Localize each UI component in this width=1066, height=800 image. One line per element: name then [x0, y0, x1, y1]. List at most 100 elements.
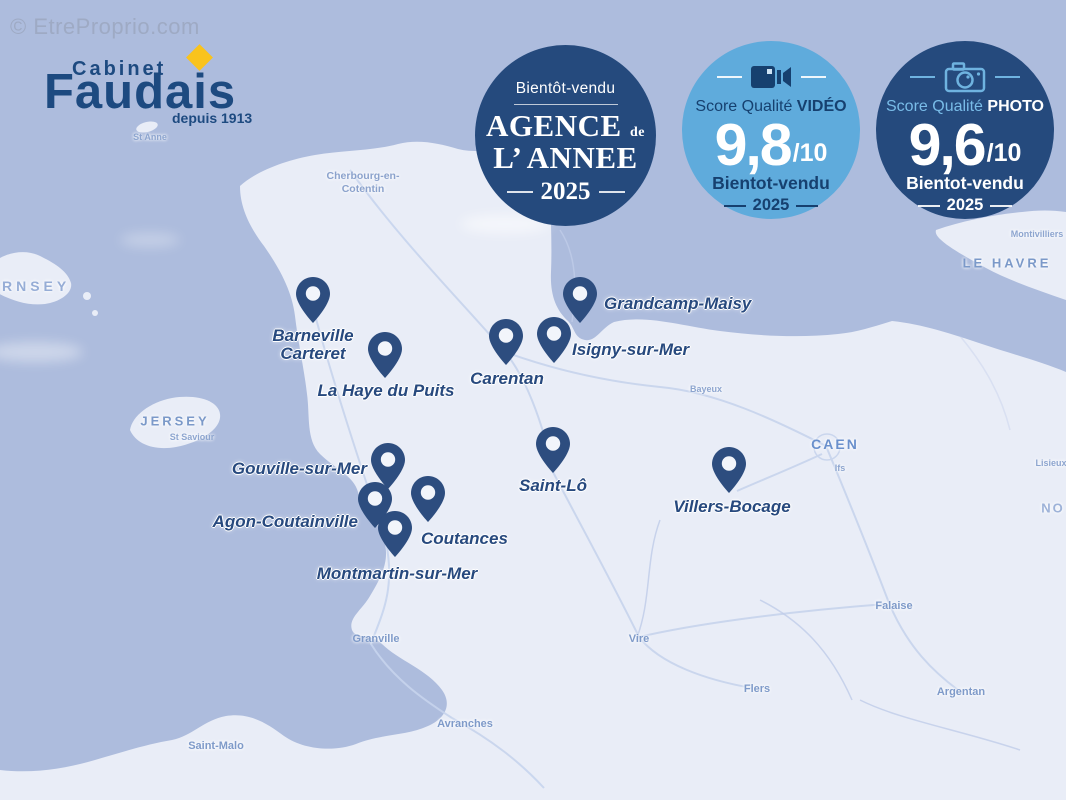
pin-label-la-haye-du-puits: La Haye du Puits [317, 381, 455, 400]
photo-camera-icon [944, 62, 986, 93]
score-label-type: VIDÉO [796, 98, 847, 115]
map-label-saint-malo: Saint-Malo [188, 740, 244, 752]
map-label-no: NO [1041, 500, 1065, 516]
map-label-le-havre: LE HAVRE [962, 255, 1052, 271]
map-pin-isigny-sur-mer [537, 317, 571, 368]
pin-icon [378, 511, 412, 557]
logo-cabinet-text: Cabinet [72, 58, 167, 80]
map-pin-montmartin-sur-mer [378, 511, 412, 562]
map-pin-barneville-carteret [296, 277, 330, 328]
pin-label-montmartin-sur-mer: Montmartin-sur-Mer [316, 564, 478, 583]
score-label-prefix: Score Qualité [695, 98, 793, 115]
badge-year-text: 2025 [540, 178, 591, 206]
score-value: 9,6 /10 [909, 116, 1022, 175]
divider [716, 76, 742, 78]
logo-name-text: Faudais [44, 65, 237, 119]
pin-icon [536, 427, 570, 473]
map-label-bayeux: Bayeux [689, 384, 723, 394]
badge-title-line1: AGENCE de [486, 110, 645, 142]
map-pin-grandcamp-maisy [563, 277, 597, 328]
badge-brand-text: Bientot-vendu [906, 173, 1024, 193]
pin-icon [411, 476, 445, 522]
map-pin-coutances [411, 476, 445, 527]
map-label-caen: CAEN [811, 436, 859, 452]
badge-year: 2025 [723, 196, 819, 215]
badge-brand-text: Bientot-vendu [712, 173, 830, 193]
map-pin-gouville-sur-mer [371, 443, 405, 494]
score-number: 9,6 [908, 112, 987, 178]
alderney-island [136, 121, 158, 133]
map-label-st-anne: St Anne [133, 132, 167, 142]
map-label-falaise: Falaise [875, 600, 913, 612]
map-label-flers: Flers [743, 683, 771, 695]
divider [796, 204, 819, 207]
logo-since-text: depuis 1913 [172, 110, 253, 126]
map-label-st-saviour: St Saviour [169, 432, 215, 442]
badge-title-line2: L’ ANNEE [493, 139, 638, 175]
map-label-rnsey: RNSEY [2, 278, 71, 294]
le-havre-land [935, 210, 1066, 300]
pin-icon [368, 332, 402, 378]
mainland [0, 141, 1066, 800]
badge-year: 2025 [506, 178, 625, 206]
score-label-type: PHOTO [987, 98, 1044, 115]
score-number: 9,8 [714, 112, 793, 178]
badge-video-score: Score Qualité VIDÉO 9,8 /10 Bientot-vend… [682, 41, 860, 219]
pin-label-carentan: Carentan [470, 369, 544, 388]
pin-icon [563, 277, 597, 323]
jersey-island [130, 396, 221, 449]
pin-label-barneville-carteret: Barneville Carteret [272, 326, 354, 364]
map-label-montivilliers: Montivilliers [1010, 229, 1064, 239]
map-label-ifs: Ifs [834, 463, 846, 473]
badge-title-main: AGENCE [486, 108, 622, 143]
map-pin-saint-lo [536, 427, 570, 478]
pin-label-coutances: Coutances [421, 529, 508, 548]
badge-agency-of-the-year: Bientôt-vendu AGENCE de L’ ANNEE 2025 [475, 45, 656, 226]
map-label-granville: Granville [352, 633, 400, 645]
map-label-cherbourg-en: Cherbourg-en- [326, 170, 400, 182]
video-camera-icon [750, 66, 791, 88]
pin-icon [296, 277, 330, 323]
score-denominator: /10 [986, 139, 1022, 167]
map-pin-carentan [489, 319, 523, 370]
divider [990, 204, 1013, 207]
map-pin-la-haye-du-puits [368, 332, 402, 383]
divider [598, 191, 625, 194]
pin-icon [489, 319, 523, 365]
badge-brand-text: Bientôt-vendu [515, 80, 616, 97]
pin-icon [371, 443, 405, 489]
pin-label-gouville-sur-mer: Gouville-sur-Mer [231, 459, 367, 478]
pin-label-isigny-sur-mer: Isigny-sur-Mer [572, 340, 690, 359]
divider [513, 104, 618, 105]
divider [910, 76, 935, 78]
badge-year-text: 2025 [946, 196, 984, 214]
map-label-lisieux: Lisieux [1035, 458, 1066, 468]
clouds [0, 215, 550, 362]
badge-year-text: 2025 [752, 196, 790, 214]
score-label: Score Qualité PHOTO [886, 98, 1044, 116]
badge-title-suffix: de [629, 125, 645, 140]
score-value: 9,8 /10 [715, 116, 828, 175]
map-label-argentan: Argentan [936, 686, 986, 698]
divider [800, 76, 826, 78]
divider [723, 204, 746, 207]
icon-row [910, 61, 1020, 93]
watermark: © EtreProprio.com [10, 14, 200, 39]
score-label: Score Qualité VIDÉO [695, 98, 846, 116]
pin-icon [537, 317, 571, 363]
map-label-jersey: JERSEY [140, 413, 210, 429]
score-label-prefix: Score Qualité [886, 98, 983, 115]
guernsey-island [0, 252, 72, 305]
divider [995, 76, 1020, 78]
map-label-cotentin: Cotentin [341, 183, 385, 195]
pin-label-grandcamp-maisy: Grandcamp-Maisy [604, 294, 752, 313]
map-label-vire: Vire [628, 633, 650, 645]
divider [506, 191, 533, 194]
pin-label-villers-bocage: Villers-Bocage [673, 497, 791, 516]
cabinet-faudais-logo: Cabinet Faudais depuis 1913 [40, 40, 260, 132]
pin-icon [712, 447, 746, 493]
icon-row [716, 61, 826, 93]
pin-label-agon-coutainville: Agon-Coutainville [212, 512, 358, 531]
badge-photo-score: Score Qualité PHOTO 9,6 /10 Bientot-vend… [876, 41, 1054, 219]
